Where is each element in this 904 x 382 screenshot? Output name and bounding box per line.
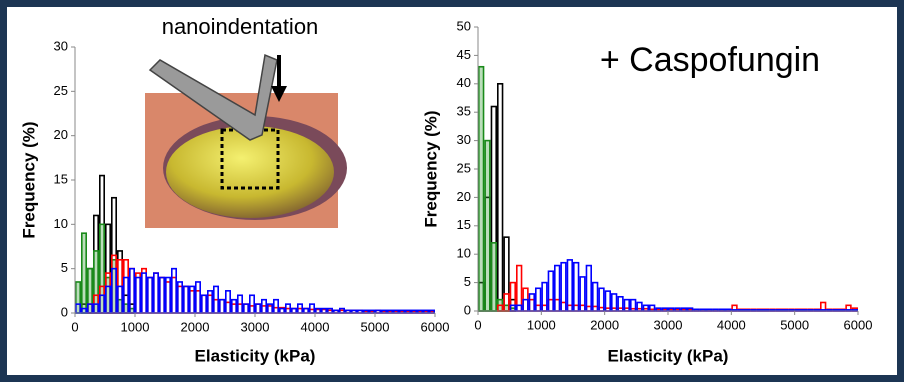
y-axis-label: Frequency (%) (19, 121, 38, 238)
x-tick-label: 5000 (361, 319, 390, 334)
x-tick-label: 2000 (590, 317, 619, 332)
y-tick-label: 10 (457, 246, 471, 261)
y-tick-label: 50 (457, 18, 471, 33)
y-tick-label: 25 (457, 160, 471, 175)
y-tick-label: 15 (54, 171, 68, 186)
bar (484, 139, 491, 312)
y-tick-label: 40 (457, 75, 471, 90)
x-tick-label: 6000 (421, 319, 450, 334)
x-tick-label: 5000 (780, 317, 809, 332)
annotation: + Caspofungin (600, 41, 820, 79)
y-tick-label: 25 (54, 83, 68, 98)
x-tick-label: 4000 (717, 317, 746, 332)
x-tick-label: 3000 (654, 317, 683, 332)
x-tick-label: 3000 (241, 319, 270, 334)
y-tick-label: 45 (457, 47, 471, 62)
x-axis-label: Elasticity (kPa) (608, 346, 729, 365)
x-tick-label: 1000 (121, 319, 150, 334)
x-axis-label: Elasticity (kPa) (195, 346, 316, 365)
y-tick-label: 5 (61, 260, 68, 275)
annotation: nanoindentation (162, 14, 319, 39)
bar (81, 232, 88, 314)
inset-image (145, 53, 347, 228)
x-tick-label: 0 (71, 319, 78, 334)
y-axis-label: Frequency (%) (421, 110, 440, 227)
bar (490, 242, 498, 312)
y-tick-label: 30 (54, 38, 68, 53)
bar (477, 65, 485, 312)
y-tick-label: 5 (464, 274, 471, 289)
y-tick-label: 35 (457, 104, 471, 119)
y-tick-label: 10 (54, 216, 68, 231)
y-tick-label: 0 (464, 302, 471, 317)
y-tick-label: 30 (457, 132, 471, 147)
y-tick-label: 20 (457, 189, 471, 204)
x-tick-label: 6000 (844, 317, 873, 332)
x-tick-label: 4000 (301, 319, 330, 334)
x-tick-label: 1000 (527, 317, 556, 332)
y-tick-label: 0 (61, 304, 68, 319)
x-tick-label: 2000 (181, 319, 210, 334)
y-tick-label: 15 (457, 217, 471, 232)
x-tick-label: 0 (474, 317, 481, 332)
y-tick-label: 20 (54, 127, 68, 142)
